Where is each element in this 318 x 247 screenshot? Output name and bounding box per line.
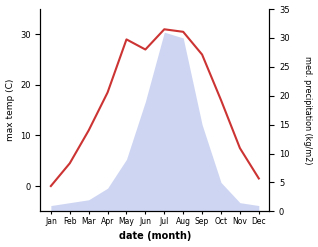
X-axis label: date (month): date (month) <box>119 231 191 242</box>
Y-axis label: med. precipitation (kg/m2): med. precipitation (kg/m2) <box>303 56 313 165</box>
Y-axis label: max temp (C): max temp (C) <box>5 79 15 141</box>
